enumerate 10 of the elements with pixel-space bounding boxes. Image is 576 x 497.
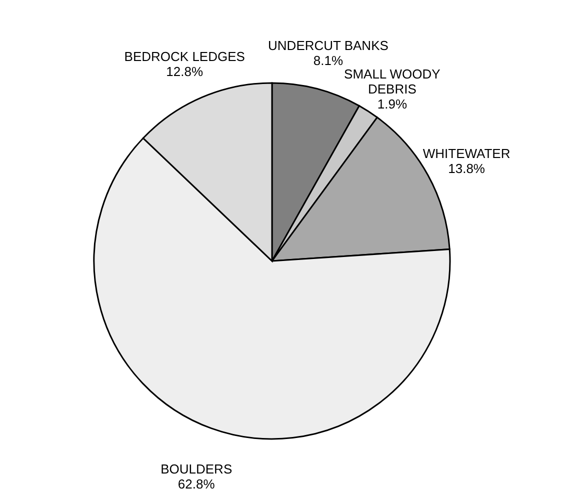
data-label: 12.8% — [166, 64, 204, 79]
slice-label: WHITEWATER — [422, 146, 510, 162]
data-label: 13.8% — [448, 161, 486, 176]
data-label: 62.8% — [178, 476, 216, 492]
slice-label: BEDROCK LEDGES — [124, 48, 246, 64]
slice-label: UNDERCUT BANKS — [268, 38, 389, 54]
data-label: 8.1% — [313, 53, 344, 68]
data-label: 1.9% — [377, 96, 408, 112]
slice-label: SMALL WOODY DEBRIS — [344, 66, 441, 96]
slice-label: BOULDERS — [160, 462, 232, 477]
